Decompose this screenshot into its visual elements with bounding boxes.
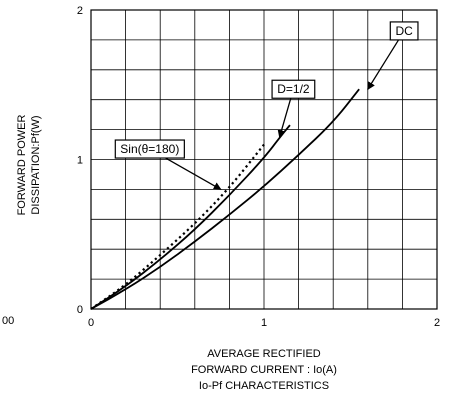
annotation-label: DC [395, 24, 413, 38]
annotation-label: D=1/2 [277, 82, 310, 96]
y-tick-label: 0 [77, 304, 83, 316]
chart-caption: Io-Pf CHARACTERISTICS [199, 380, 329, 392]
annotation-arrow [277, 98, 292, 139]
annotation-box [114, 139, 185, 159]
x-tick-label: 2 [434, 317, 440, 329]
annotation: D=1/2 [271, 79, 316, 139]
series-line-d-1-2 [90, 124, 291, 310]
plot-frame [90, 9, 438, 310]
grid [91, 10, 437, 309]
series-group [90, 88, 360, 310]
x-axis-label-line1: AVERAGE RECTIFIED [207, 348, 321, 360]
x-axis-label-line2: FORWARD CURRENT : Io(A) [191, 364, 337, 376]
annotation: Sin(θ=180) [114, 139, 222, 190]
annotations: DC D=1/2 Sin(θ=180) [114, 21, 419, 190]
annotation: DC [367, 21, 419, 91]
y-axis-ticks: 0 1 2 [77, 5, 83, 316]
y-tick-label: 2 [77, 5, 83, 17]
x-axis-ticks: 0 1 2 [88, 317, 440, 329]
y-axis-label-line1: FORWARD POWER [16, 115, 28, 216]
annotation-arrow [367, 39, 400, 91]
y-tick-label: 1 [77, 155, 83, 167]
series-line-dc [90, 88, 360, 310]
annotation-arrow [165, 157, 222, 190]
x-tick-label: 0 [88, 317, 94, 329]
y-axis-label-line2: DISSIPATION:Pf(W) [30, 115, 42, 214]
series-line-sin-180 [90, 143, 265, 310]
annotation-box [271, 79, 316, 99]
annotation-label: Sin(θ=180) [120, 142, 179, 156]
annotation-box [389, 21, 419, 41]
stray-text: 00 [2, 315, 14, 327]
x-tick-label: 1 [261, 317, 267, 329]
